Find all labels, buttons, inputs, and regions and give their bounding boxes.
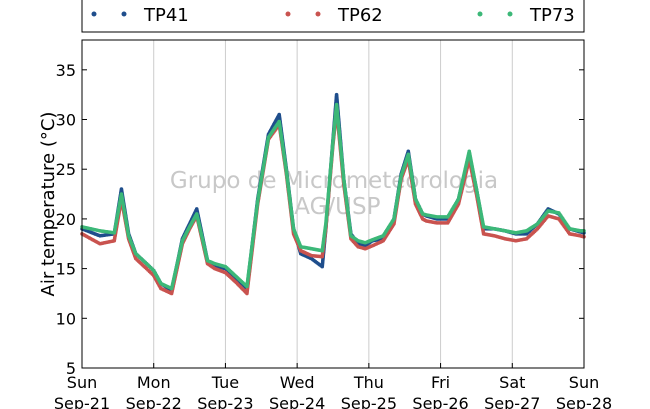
watermark-line-1: Grupo de Micrometeorologia: [170, 168, 498, 194]
x-tick-label-date: Sep-25: [341, 394, 397, 409]
x-axis: Sun Sep-21 Mon Sep-22 Tue Sep-23 Wed Sep-24 Thu S…: [54, 363, 612, 409]
y-axis: 5 10 15 20 25 30 35: [56, 61, 584, 378]
legend-label: TP41: [143, 5, 189, 26]
legend-marker: [315, 11, 321, 17]
y-tick-label: 25: [56, 160, 76, 179]
x-tick-label-day: Tue: [211, 373, 239, 392]
legend: TP41 TP62 TP73: [91, 5, 575, 26]
y-tick-label: 30: [56, 111, 76, 130]
legend-marker: [121, 11, 127, 17]
legend-marker: [285, 11, 291, 17]
legend-marker: [507, 11, 513, 17]
y-axis-label: Air temperature (°C): [38, 112, 59, 297]
plot-frame: [81, 39, 585, 369]
x-tick-label-date: Sep-23: [197, 394, 253, 409]
x-tick-label-day: Sun: [569, 373, 599, 392]
x-tick-label-date: Sep-26: [412, 394, 468, 409]
y-tick-label: 20: [56, 210, 76, 229]
x-tick-label-day: Fri: [431, 373, 450, 392]
legend-marker: [477, 11, 483, 17]
legend-label: TP73: [529, 5, 575, 26]
x-tick-label-date: Sep-21: [54, 394, 110, 409]
legend-label: TP62: [337, 5, 383, 26]
x-tick-label-day: Thu: [353, 373, 384, 392]
series-tp73: [80, 102, 586, 291]
x-tick-label-date: Sep-28: [556, 394, 612, 409]
legend-box: [81, 0, 585, 33]
x-tick-label-date: Sep-24: [269, 394, 325, 409]
x-tick-label-day: Wed: [280, 373, 315, 392]
y-tick-label: 10: [56, 309, 76, 328]
y-tick-label: 15: [56, 260, 76, 279]
x-tick-label-date: Sep-22: [126, 394, 182, 409]
y-tick-label: 35: [56, 61, 76, 80]
watermark-line-2: IAG/USP: [288, 194, 381, 220]
x-tick-label-day: Sun: [67, 373, 97, 392]
plot-area: [82, 40, 584, 368]
gridlines: [153, 40, 513, 368]
legend-marker: [91, 11, 97, 17]
x-tick-label-day: Sat: [499, 373, 525, 392]
y-tick-label: 5: [66, 359, 76, 378]
x-tick-label-date: Sep-27: [484, 394, 540, 409]
x-tick-label-day: Mon: [137, 373, 171, 392]
series-layer: [80, 92, 586, 296]
